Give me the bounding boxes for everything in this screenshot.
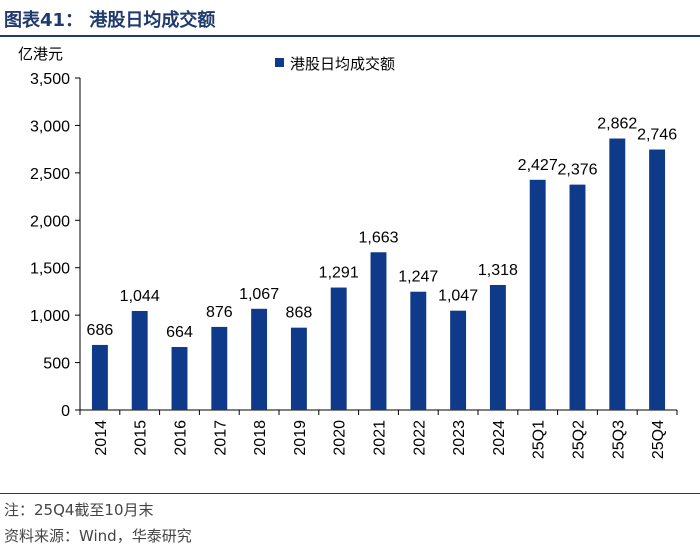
y-tick-label: 3,500: [30, 71, 70, 88]
data-label-2017: 876: [206, 304, 233, 321]
chart-bars: [91, 138, 666, 411]
bar-2021: [370, 252, 387, 410]
bar-25Q2: [569, 184, 586, 410]
x-tick-label-25Q4: 25Q4: [650, 420, 667, 459]
bar-2024: [489, 284, 506, 410]
y-tick-label: 500: [43, 356, 70, 373]
figure-source: 资料来源：Wind，华泰研究: [4, 527, 192, 545]
bar-2016: [171, 347, 188, 410]
x-tick-label-2015: 2015: [133, 420, 150, 456]
y-tick-label: 1,000: [30, 308, 70, 325]
x-tick-label-2017: 2017: [212, 420, 229, 456]
data-label-2021: 1,663: [358, 229, 398, 246]
x-tick-label-2022: 2022: [411, 420, 428, 456]
data-label-2024: 1,318: [478, 262, 518, 279]
x-tick-label-25Q2: 25Q2: [571, 420, 588, 459]
data-label-25Q1: 2,427: [518, 157, 558, 174]
chart-data-labels: 686 1,044 664 876 1,067 868 1,291 1,663 1,2471,0…: [87, 116, 678, 341]
bar-25Q4: [649, 149, 666, 411]
bar-2014: [91, 344, 108, 410]
chart-legend: 港股日均成交额: [275, 55, 395, 73]
y-axis-unit-label: 亿港元: [18, 45, 64, 63]
data-label-25Q2: 2,376: [557, 162, 597, 179]
x-tick-label-2016: 2016: [173, 420, 190, 456]
legend-swatch: [275, 58, 284, 67]
data-label-25Q4: 2,746: [637, 127, 677, 144]
x-tick-label-2024: 2024: [491, 420, 508, 456]
x-tick-label-2020: 2020: [332, 420, 349, 456]
bar-25Q1: [529, 179, 546, 410]
x-tick-label-25Q1: 25Q1: [531, 420, 548, 459]
data-label-2018: 1,067: [239, 286, 279, 303]
data-label-2014: 686: [87, 322, 114, 339]
data-label-2023: 1,047: [438, 288, 478, 305]
bar-2017: [211, 326, 228, 410]
bar-25Q3: [609, 138, 626, 410]
y-tick-label: 0: [61, 403, 70, 420]
x-tick-label-2019: 2019: [292, 420, 309, 456]
footer-rule: [0, 493, 700, 494]
x-tick-label-25Q3: 25Q3: [610, 420, 627, 459]
data-label-2022: 1,247: [398, 269, 438, 286]
x-tick-label-2014: 2014: [93, 420, 110, 456]
y-tick-label: 2,500: [30, 166, 70, 183]
bar-2015: [131, 310, 148, 410]
figure-title: 图表41： 港股日均成交额: [4, 10, 216, 31]
bar-2022: [410, 291, 427, 410]
bar-2023: [450, 310, 467, 410]
data-label-2020: 1,291: [319, 265, 359, 282]
figure-note: 注：25Q4截至10月末: [4, 501, 154, 519]
bar-2020: [330, 287, 347, 410]
data-label-2019: 868: [286, 305, 313, 322]
title-rule: [0, 35, 700, 37]
y-tick-label: 3,000: [30, 118, 70, 135]
x-tick-label-2021: 2021: [372, 420, 389, 456]
x-tick-label-2023: 2023: [451, 420, 468, 456]
y-tick-label: 2,000: [30, 213, 70, 230]
bar-2019: [290, 327, 307, 410]
data-label-2015: 1,044: [120, 288, 160, 305]
legend-label: 港股日均成交额: [290, 55, 395, 73]
data-label-25Q3: 2,862: [597, 116, 637, 133]
bar-2018: [251, 308, 268, 410]
data-label-2016: 664: [166, 324, 193, 341]
x-tick-label-2018: 2018: [252, 420, 269, 456]
y-tick-label: 1,500: [30, 261, 70, 278]
